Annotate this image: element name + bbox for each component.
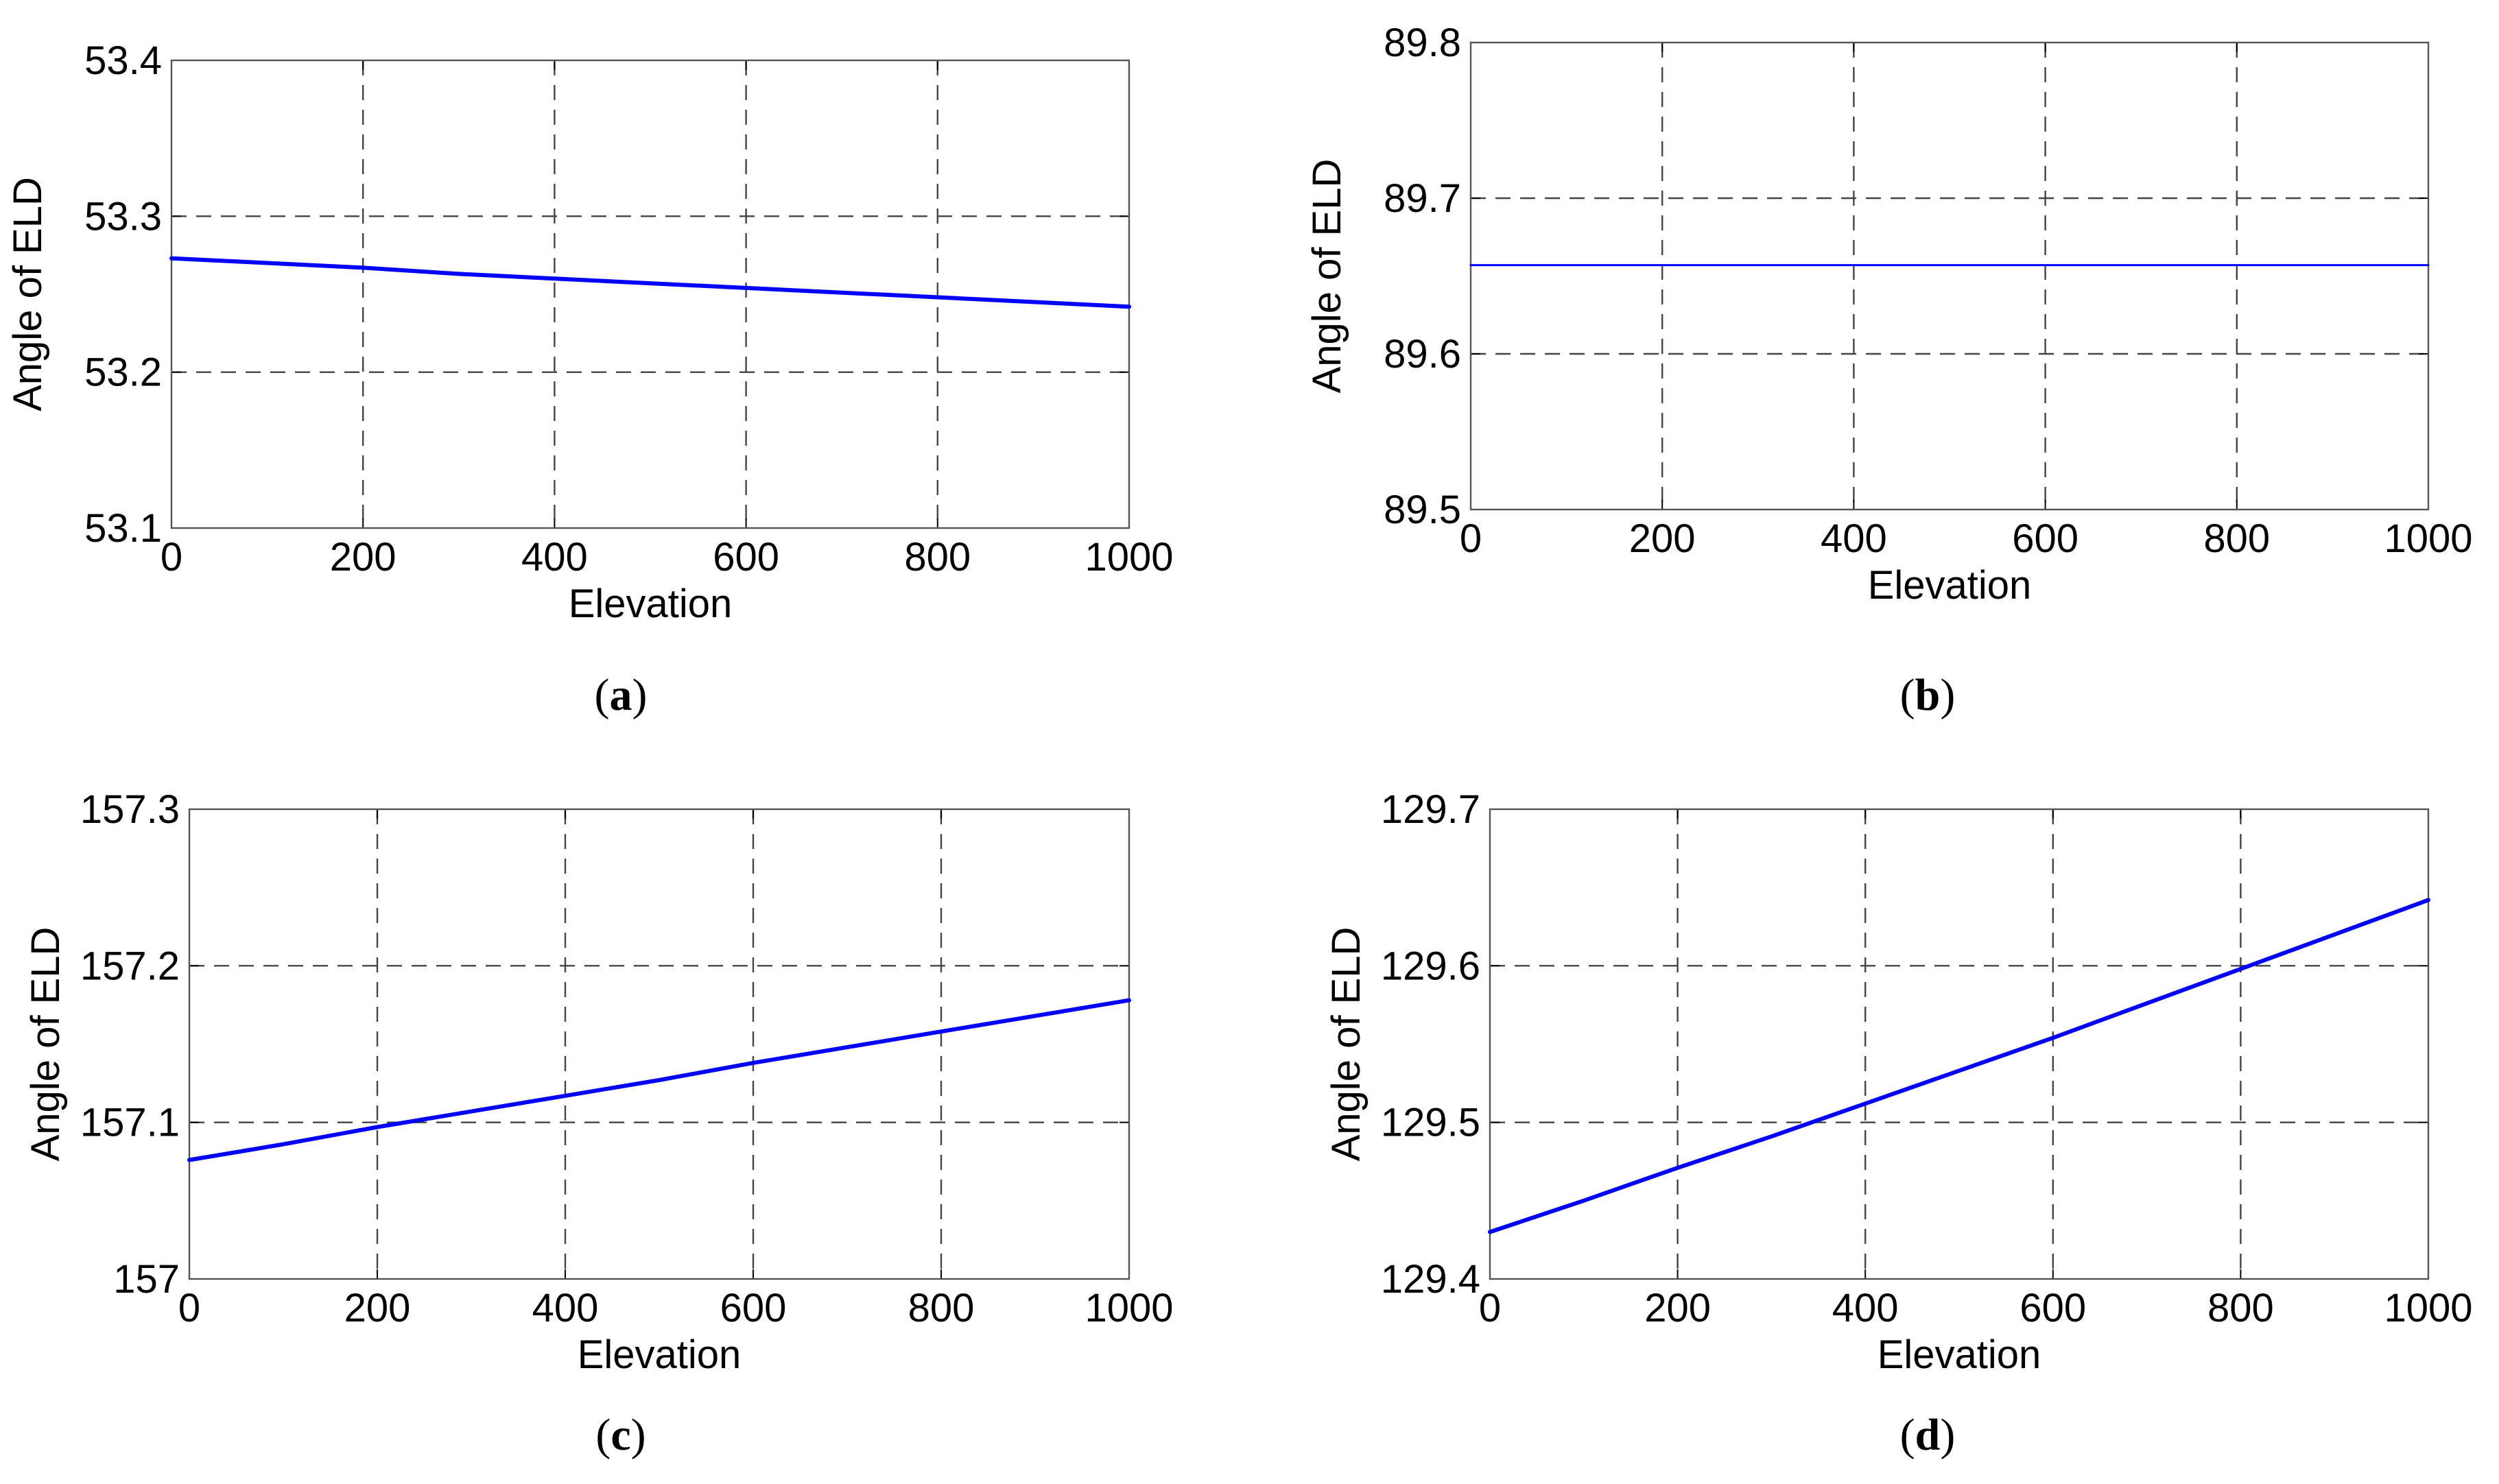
y-axis-title: Angle of ELD	[1324, 927, 1369, 1162]
y-tick-label: 157	[113, 1257, 180, 1302]
panel-label: (a)	[595, 670, 648, 720]
panel-label: (d)	[1900, 1410, 1956, 1460]
panel-label: (c)	[595, 1410, 646, 1460]
series-line	[1488, 898, 2430, 1234]
axes-frame	[188, 808, 1130, 1280]
x-tick-label: 800	[908, 1286, 975, 1330]
y-axis-title: Angle of ELD	[5, 177, 50, 411]
plot-area	[1490, 809, 2428, 1279]
y-tick-label: 89.6	[1384, 332, 1461, 376]
axes-frame	[1469, 41, 2430, 511]
x-tick-label: 200	[330, 535, 396, 579]
plot-area	[189, 809, 1129, 1279]
axes-frame	[1489, 808, 2430, 1280]
x-tick-label: 800	[904, 535, 971, 579]
y-axis-title: Angle of ELD	[23, 927, 68, 1162]
x-tick-label: 400	[521, 535, 588, 579]
series-line	[187, 998, 1131, 1162]
x-tick-label: 0	[1479, 1286, 1501, 1330]
x-tick-label: 0	[178, 1286, 200, 1330]
y-tick-label: 129.7	[1381, 787, 1480, 832]
x-tick-label: 400	[1832, 1286, 1899, 1330]
x-tick-label: 0	[1460, 516, 1482, 561]
panel-letter: c	[611, 1410, 630, 1460]
x-tick-label: 0	[161, 535, 182, 579]
y-tick-label: 157.2	[80, 944, 180, 988]
y-tick-label: 89.5	[1384, 488, 1461, 532]
x-tick-label: 1000	[2384, 1286, 2472, 1330]
y-tick-label: 53.1	[84, 506, 162, 551]
x-tick-label: 1000	[1085, 1286, 1173, 1330]
y-tick-label: 53.4	[84, 38, 162, 83]
panel-letter: d	[1915, 1410, 1941, 1460]
y-tick-label: 157.1	[80, 1101, 180, 1145]
panel-letter: a	[610, 670, 632, 720]
plot-area	[1471, 43, 2428, 510]
panel-letter: b	[1915, 670, 1941, 720]
x-tick-label: 200	[1644, 1286, 1711, 1330]
plot-area	[171, 60, 1129, 528]
x-tick-label: 200	[1629, 516, 1696, 561]
x-tick-label: 800	[2203, 516, 2270, 561]
x-axis-title: Elevation	[1878, 1332, 2041, 1377]
y-tick-label: 89.7	[1384, 176, 1461, 221]
chart-panel-c: 0 200 400 600 800 1000 157 157.1 157.2 157.3 Eleva…	[23, 787, 1174, 1460]
y-tick-label: 129.4	[1381, 1257, 1480, 1302]
x-tick-label: 600	[720, 1286, 787, 1330]
y-tick-label: 157.3	[80, 787, 180, 832]
y-tick-label: 129.5	[1381, 1101, 1480, 1145]
x-tick-label: 1000	[1085, 535, 1173, 579]
x-tick-label: 600	[713, 535, 779, 579]
x-tick-label: 1000	[2384, 516, 2472, 561]
x-axis-title: Elevation	[569, 582, 733, 626]
y-tick-label: 53.2	[84, 350, 162, 395]
y-tick-label: 53.3	[84, 194, 162, 239]
x-axis-title: Elevation	[1868, 563, 2032, 608]
y-tick-label: 129.6	[1381, 944, 1480, 988]
x-tick-label: 400	[532, 1286, 599, 1330]
x-tick-label: 600	[2020, 1286, 2086, 1330]
series-line	[169, 256, 1131, 309]
x-tick-label: 600	[2012, 516, 2078, 561]
chart-panel-a: 0 200 400 600 800 1000 53.1 53.2 53.3 53.4 Elevati…	[5, 38, 1174, 720]
chart-panel-b: 0 200 400 600 800 1000 89.5 89.6 89.7 89.8 Elevati…	[1305, 21, 2473, 720]
x-axis-title: Elevation	[578, 1332, 742, 1377]
y-axis-title: Angle of ELD	[1305, 159, 1349, 394]
panel-label: (b)	[1900, 670, 1956, 720]
x-tick-label: 400	[1821, 516, 1887, 561]
x-tick-label: 200	[344, 1286, 411, 1330]
chart-panel-d: 0 200 400 600 800 1000 129.4 129.5 129.6 129.7 Ele…	[1324, 787, 2473, 1460]
y-tick-label: 89.8	[1384, 21, 1461, 65]
x-tick-label: 800	[2207, 1286, 2274, 1330]
axes-frame	[170, 59, 1130, 529]
